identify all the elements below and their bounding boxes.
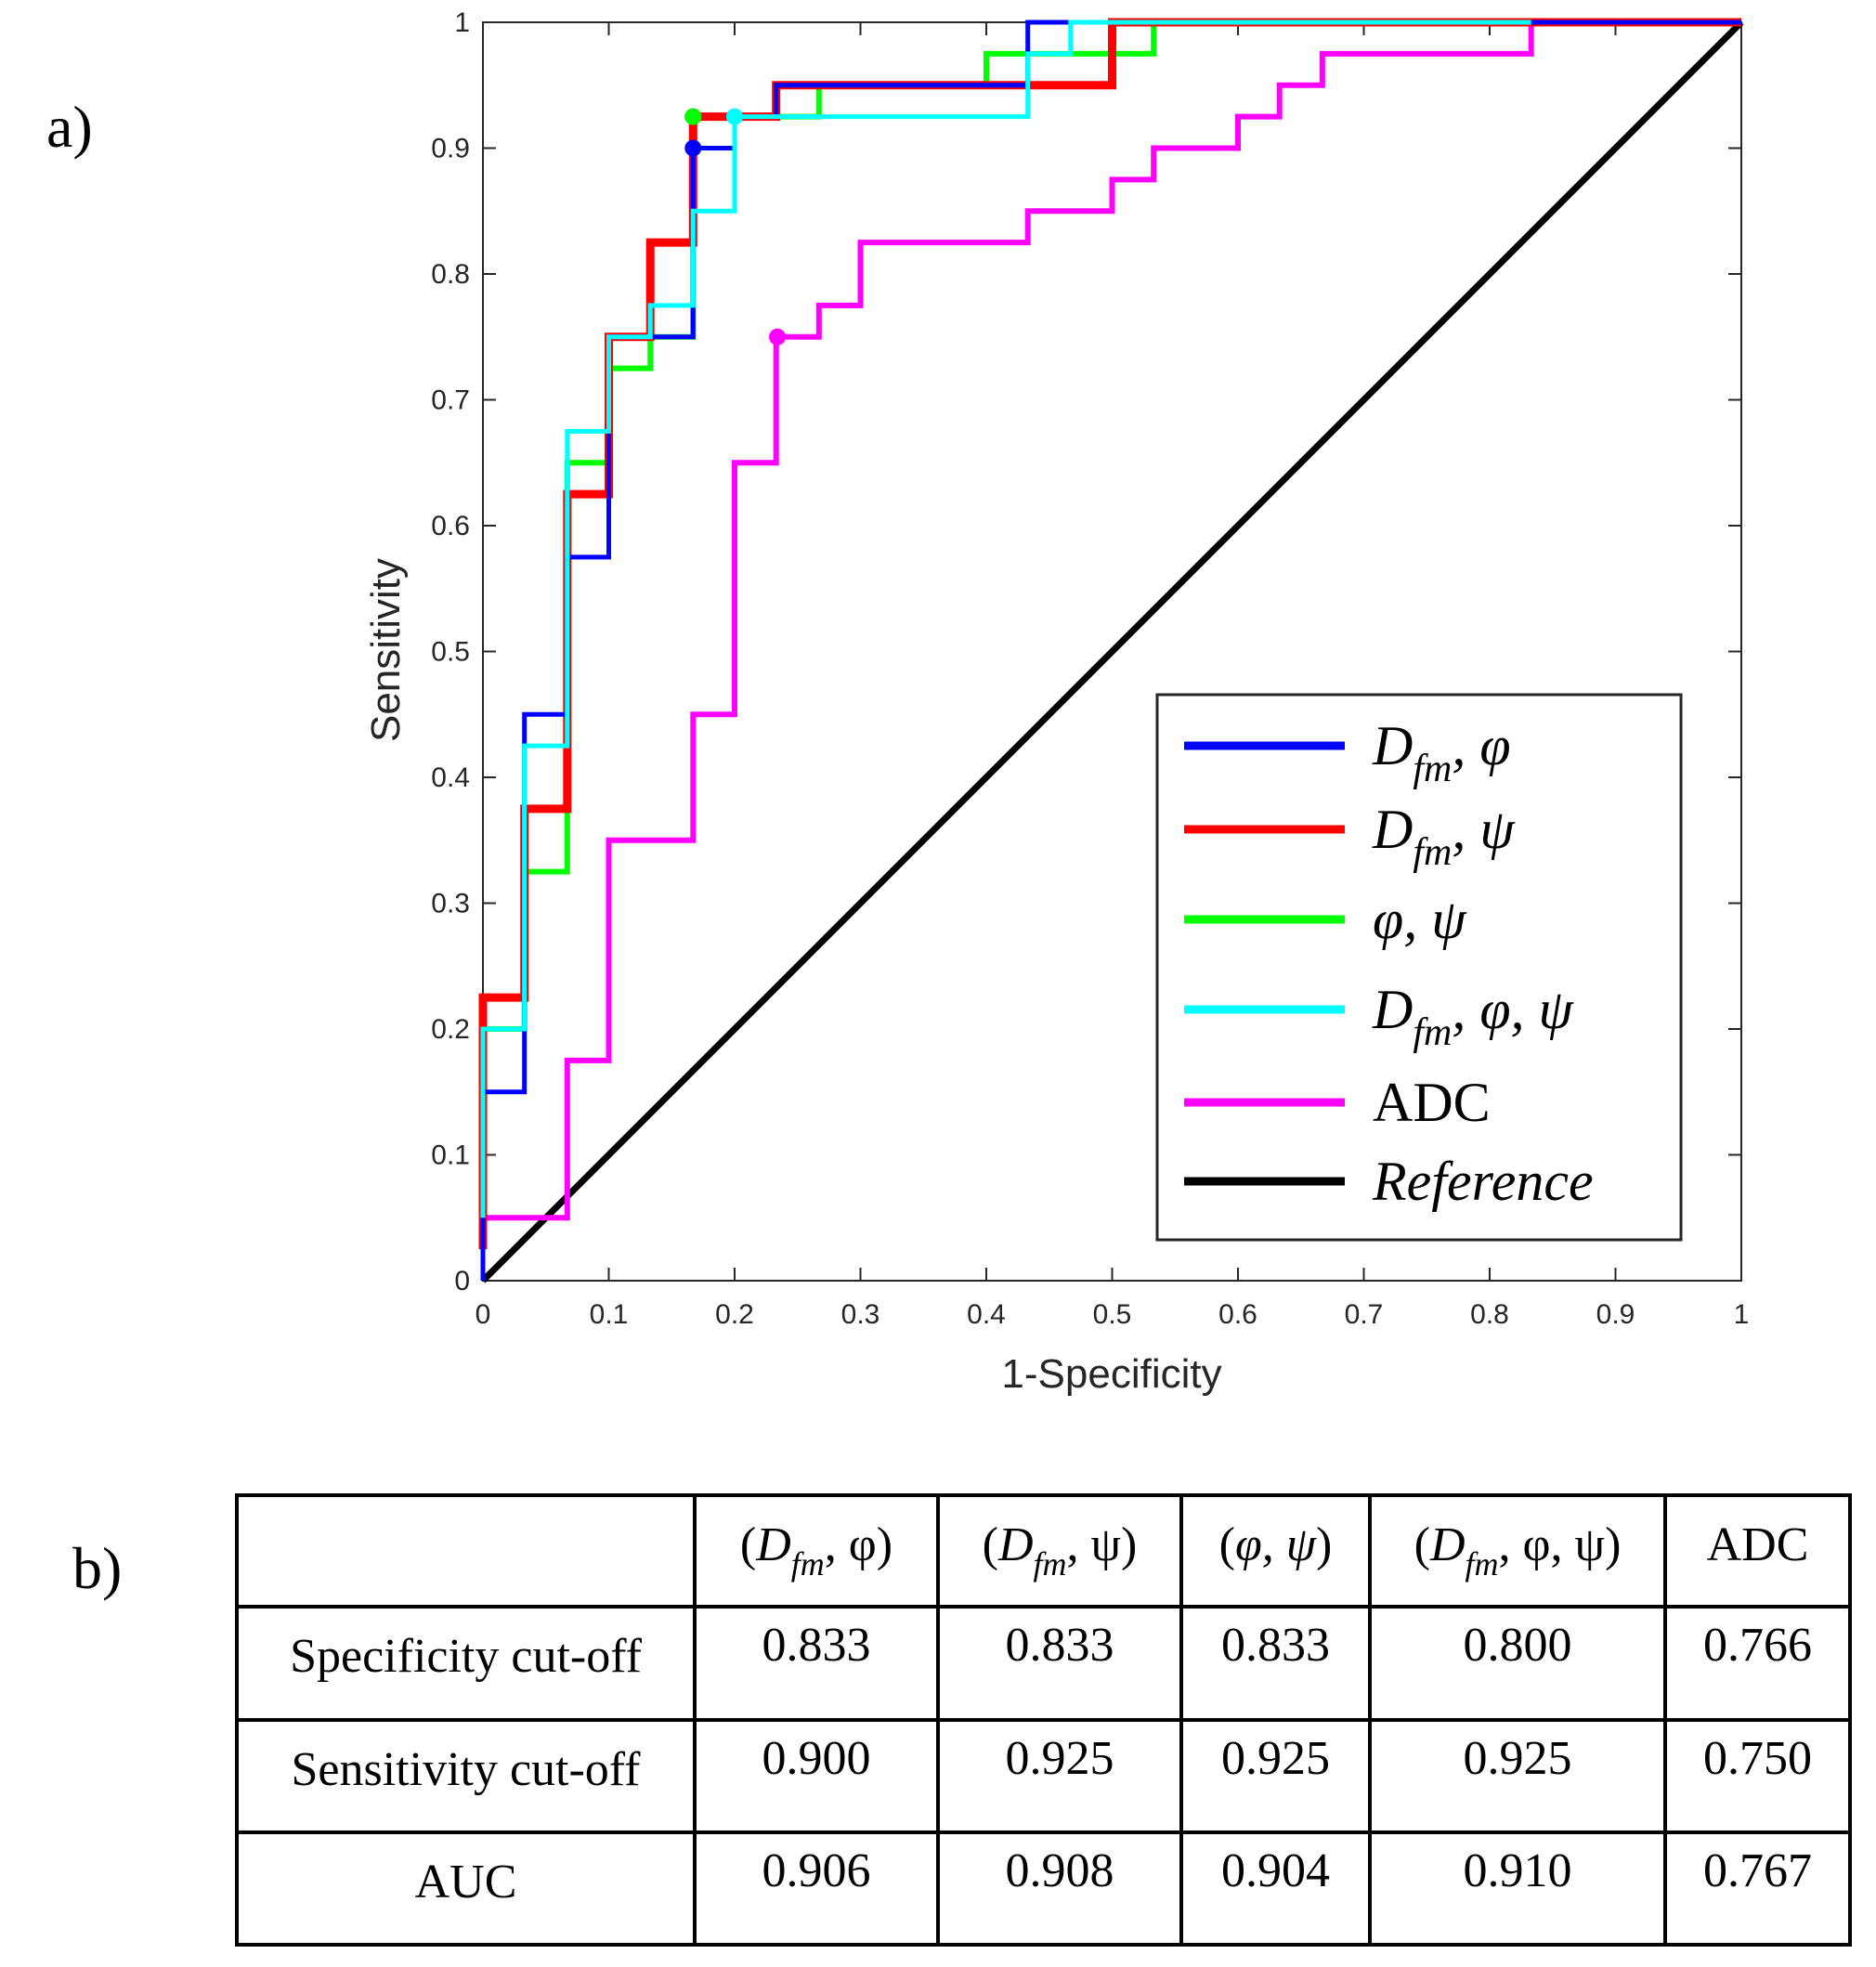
table-cell: 0.908 [1006,1844,1114,1897]
table-cell: 0.925 [1006,1732,1114,1785]
table-cell: 0.767 [1703,1844,1812,1897]
table-cell: 0.833 [1006,1619,1114,1672]
x-tick-label: 0.3 [841,1299,880,1330]
table-header-cell: (Dfm, φ) [740,1518,892,1583]
x-tick-label: 0.6 [1218,1299,1257,1330]
y-tick-label: 0.6 [431,511,470,541]
legend-entry: ADC [1373,1072,1491,1133]
x-tick-label: 0.4 [967,1299,1006,1330]
x-tick-label: 0.9 [1596,1299,1635,1330]
series-line-Reference [480,20,1744,1283]
table-header-cell: (Dfm, ψ) [983,1518,1138,1583]
legend-entry: Reference [1372,1151,1594,1212]
table-cell: 0.904 [1221,1844,1330,1897]
y-tick-label: 0.8 [431,259,470,290]
table-cell: 0.900 [762,1732,871,1785]
series-line-Dfm, φ, ψ [480,20,1531,1218]
x-tick-label: 0.2 [715,1299,754,1330]
x-tick-label: 0.7 [1345,1299,1384,1330]
y-tick-label: 0.7 [431,385,470,416]
legend-entry: φ, ψ [1373,889,1467,950]
table-row-label: AUC [415,1856,517,1908]
table-cell: 0.925 [1221,1732,1330,1785]
table-header-cell: ADC [1707,1518,1809,1571]
x-axis-title: 1-Specificity [1001,1351,1221,1397]
table-cell: 0.800 [1464,1619,1572,1672]
table-cell: 0.925 [1464,1732,1572,1785]
y-tick-label: 0.1 [431,1140,470,1171]
y-tick-labels: 0 0.1 0.2 0.3 0.4 0.5 0.6 0.7 0.8 0.9 1 [431,7,470,1296]
y-tick-label: 1 [454,7,470,38]
table-cell: 0.906 [762,1844,871,1897]
cutoff-point-ADC [769,328,787,345]
x-tick-label: 1 [1734,1299,1750,1330]
x-tick-labels: 0 0.1 0.2 0.3 0.4 0.5 0.6 0.7 0.8 0.9 1 [476,1299,1750,1330]
series-layer [478,18,1744,1283]
cutoff-point-Dfm, φ, ψ [726,108,743,125]
table-cell: 0.833 [762,1619,871,1672]
table-cell: 0.750 [1703,1732,1812,1785]
legend-entry: Dfm, ψ [1372,799,1516,874]
x-tick-label: 0.1 [590,1299,629,1330]
table-cell: 0.910 [1464,1844,1572,1897]
table-row-label: Specificity cut-off [290,1630,642,1683]
legend-entry: Dfm, φ, ψ [1372,979,1575,1054]
x-tick-label: 0 [476,1299,491,1330]
legend-box [1155,693,1683,1242]
x-tick-label: 0.5 [1093,1299,1132,1330]
table-row-label: Sensitivity cut-off [291,1743,641,1796]
cutoff-point-Dfm, φ [684,139,702,157]
panel-b-label: b) [72,1535,122,1601]
table-cell: 0.766 [1703,1619,1812,1672]
y-tick-label: 0.2 [431,1014,470,1045]
roc-plot: 0 0.1 0.2 0.3 0.4 0.5 0.6 0.7 0.8 0.9 1 0 0.1 0.2 0.3… [363,7,1749,1397]
legend: Dfm, φ Dfm, ψ φ, ψ Dfm, φ, ψ ADC Reference [1155,693,1683,1242]
table-header-cell: (φ, ψ) [1219,1518,1333,1571]
series-line-ADC [480,20,1741,1250]
table-header-cell: (Dfm, φ, ψ) [1414,1518,1622,1583]
y-tick-label: 0.5 [431,637,470,668]
x-tick-label: 0.8 [1470,1299,1509,1330]
y-tick-label: 0.3 [431,889,470,919]
legend-entry: Dfm, φ [1372,715,1511,790]
results-table: (Dfm, φ) (Dfm, ψ) (φ, ψ) (Dfm, φ, ψ) ADC Spec… [235,1493,1852,1947]
y-tick-label: 0.4 [431,762,470,793]
y-tick-label: 0 [454,1266,470,1296]
cutoff-point-φ, ψ [684,108,702,125]
y-tick-label: 0.9 [431,134,470,164]
table-cell: 0.833 [1221,1619,1330,1672]
y-axis-title: Sensitivity [363,558,409,742]
panel-a-label: a) [46,94,93,160]
